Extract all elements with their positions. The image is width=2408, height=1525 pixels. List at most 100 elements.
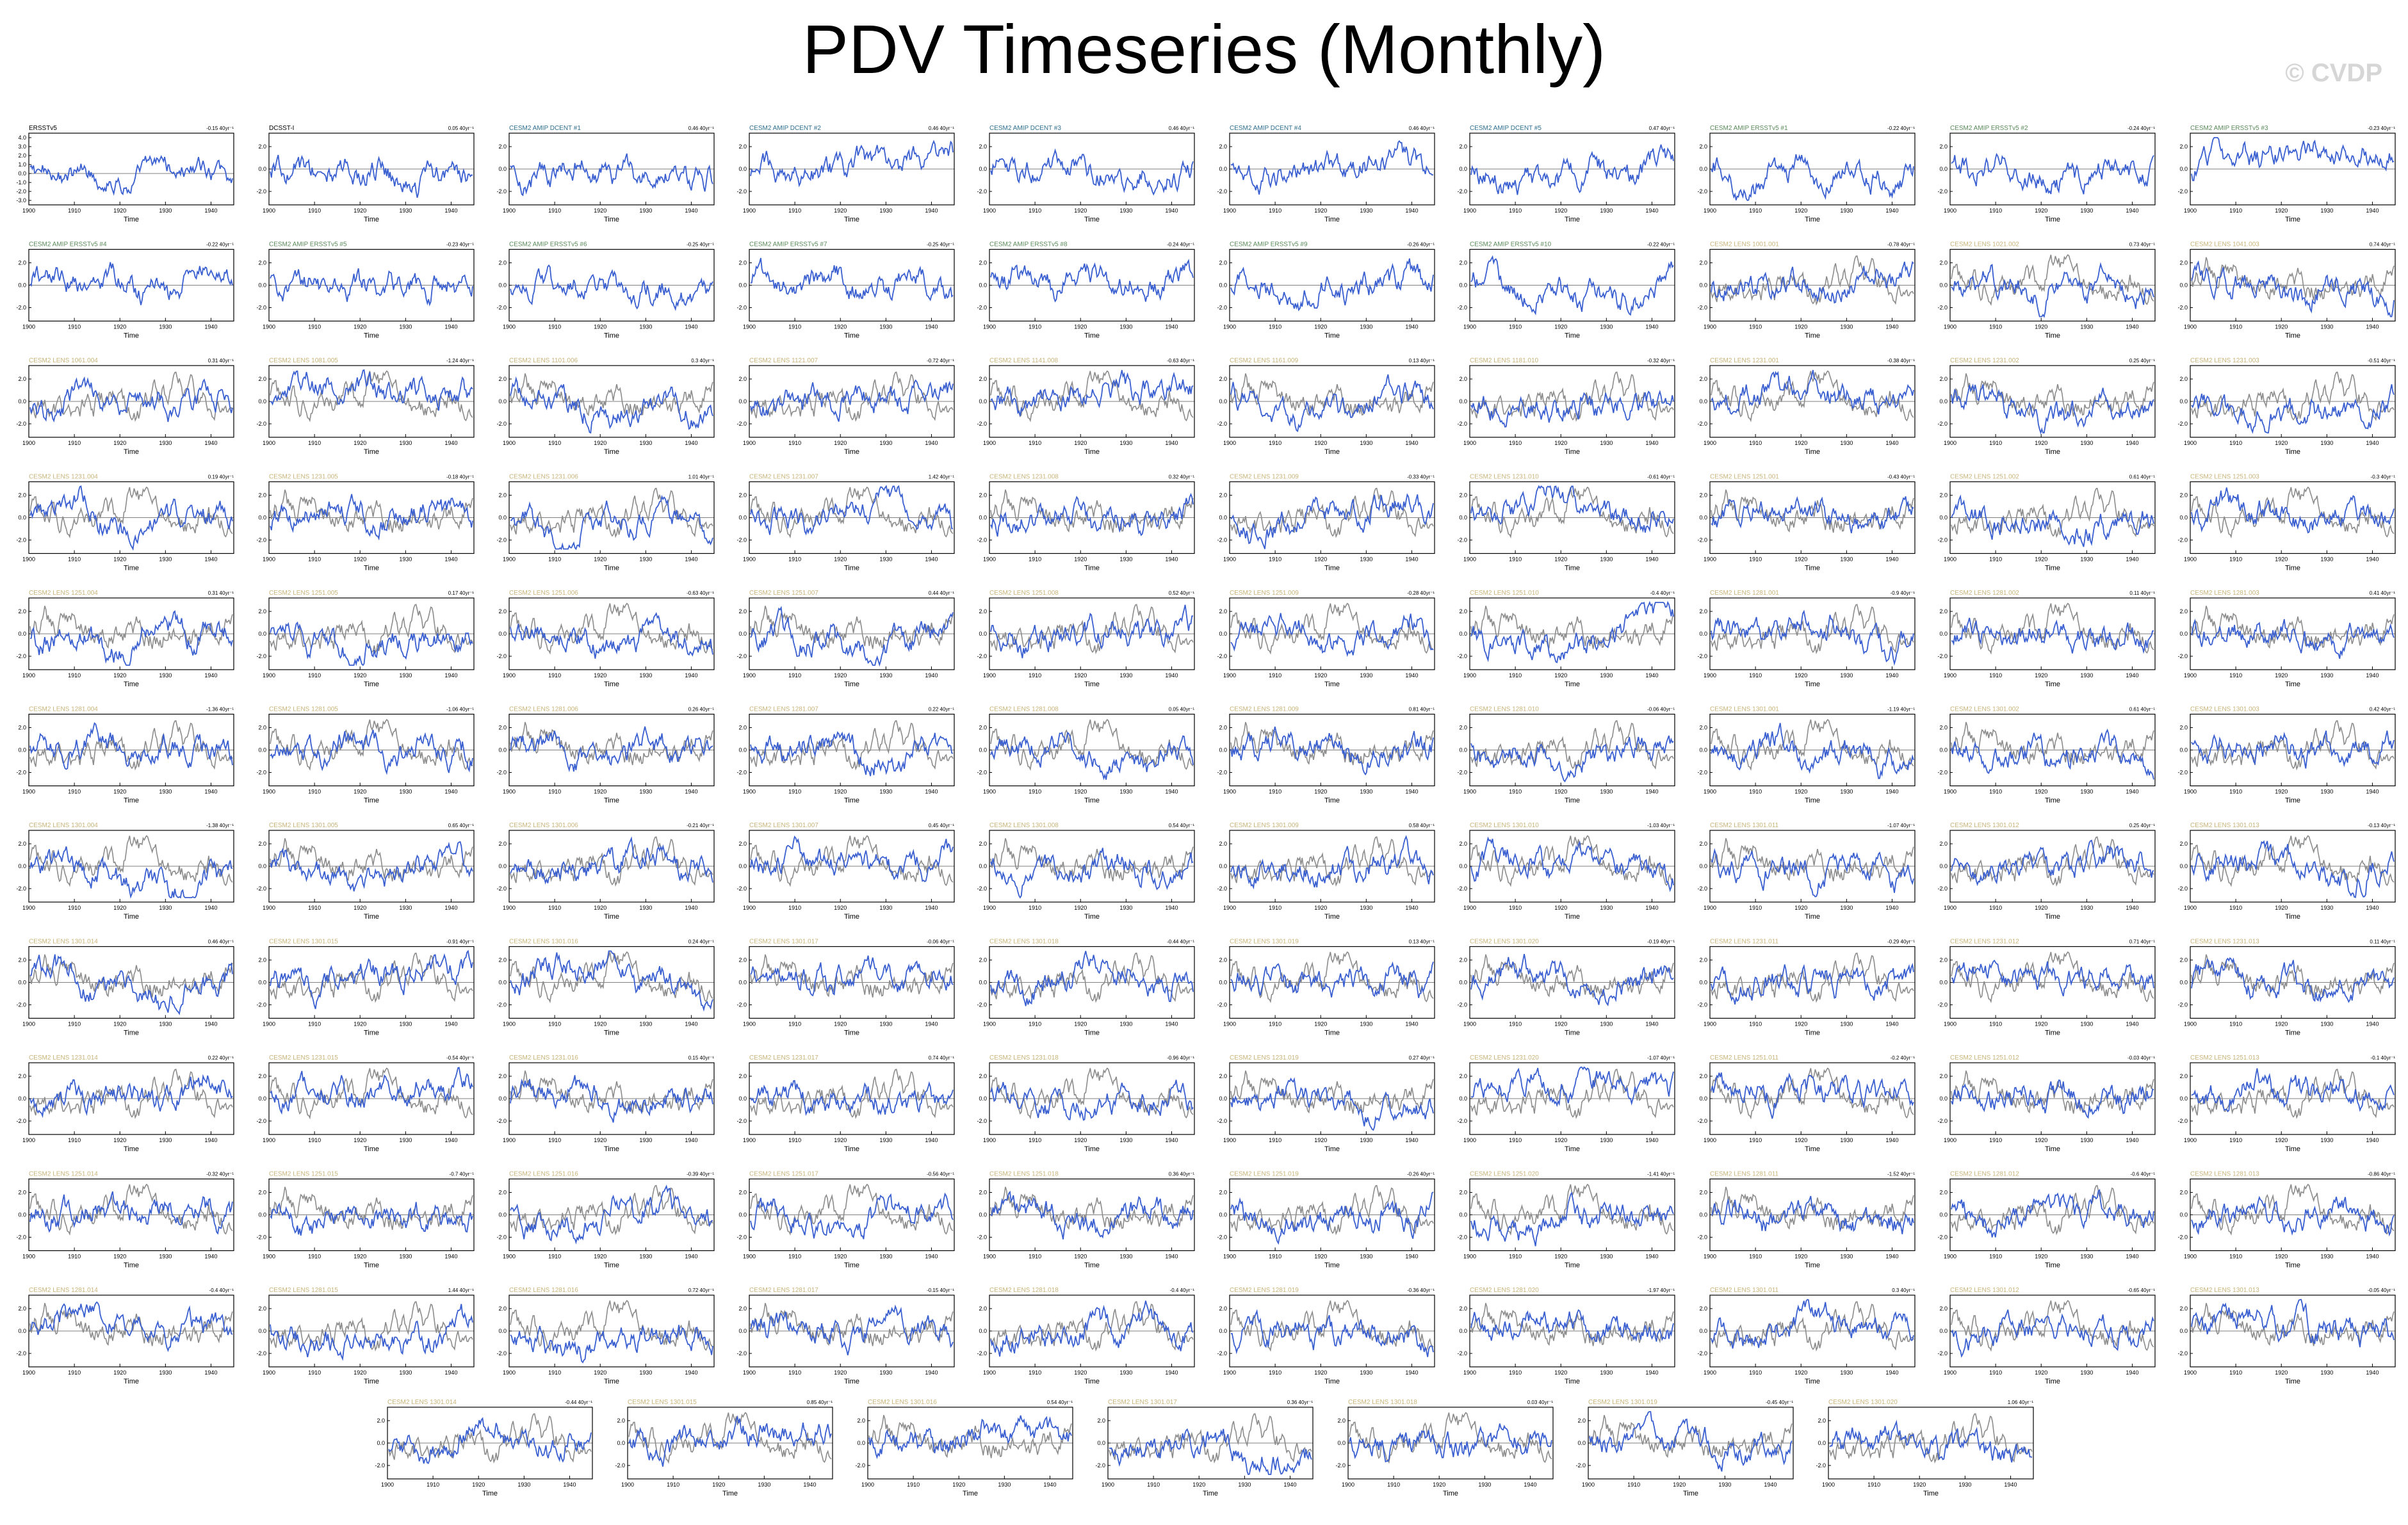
y-tick-label: 2.0 [1459,143,1467,150]
x-tick-label: 1920 [1554,1137,1567,1143]
y-tick-label: 2.0 [979,957,987,964]
x-tick-label: 1920 [354,1254,366,1260]
x-tick-label: 1940 [685,556,697,563]
panel-trend: -0.36 40yr⁻¹ [1407,1287,1435,1293]
x-tick-label: 1910 [1029,905,1041,911]
panel-trend: 0.74 40yr⁻¹ [2370,242,2396,248]
x-axis-label: Time [2045,681,2060,688]
panel: CESM2 AMIP ERSSTv5 #6 -0.25 40yr⁻¹2.00.0-… [496,241,715,340]
x-tick-label: 1900 [1463,207,1476,214]
y-tick-label: 0.0 [18,1328,26,1334]
x-tick-label: 1940 [1405,207,1418,214]
y-tick-label: 0.0 [979,1095,987,1102]
panel-title: CESM2 LENS 1251.006 [509,590,578,597]
x-tick-label: 1940 [1885,789,1898,795]
x-tick-label: 1940 [1885,1021,1898,1028]
y-tick-label: 0.0 [1939,1212,1948,1218]
x-tick-label: 1940 [444,324,457,330]
panel: CESM2 LENS 1301.018 0.03 40yr⁻¹2.00.0-2.0… [1335,1399,1554,1497]
x-tick-label: 1910 [1509,556,1522,563]
x-tick-label: 1900 [1223,440,1236,446]
x-tick-label: 1940 [204,905,217,911]
y-tick-label: -2.0 [1217,188,1227,195]
x-tick-label: 1910 [2229,324,2242,330]
y-tick-label: -2.0 [736,188,747,195]
panel: CESM2 AMIP DCENT #2 0.46 40yr⁻¹2.00.0-2.0… [736,125,955,223]
y-tick-label: -3.0 [16,197,26,204]
x-tick-label: 1900 [263,1021,275,1028]
x-tick-label: 1930 [517,1481,530,1488]
series-line [1470,1191,1674,1247]
x-tick-label: 1920 [594,789,606,795]
panel: CESM2 LENS 1281.016 0.72 40yr⁻¹2.00.0-2.0… [496,1287,715,1385]
panel-title: CESM2 LENS 1161.009 [1230,357,1299,364]
series-line [2191,618,2395,659]
series-line [990,731,1194,780]
series-line [1589,1411,1793,1472]
x-tick-label: 1920 [113,556,126,563]
series-line [510,264,713,311]
y-tick-label: 2.0 [1219,260,1227,266]
series-line [990,604,1194,659]
x-axis-label: Time [604,448,619,456]
y-tick-label: 2.0 [738,725,747,731]
x-tick-label: 1930 [1840,556,1853,563]
y-tick-label: 0.0 [2179,515,2188,521]
panel-title: CESM2 LENS 1301.005 [269,822,338,829]
x-tick-label: 1910 [2229,1254,2242,1260]
y-tick-label: -2.0 [1217,1118,1227,1124]
series-line [510,836,713,885]
y-tick-label: -2.0 [1217,1002,1227,1008]
x-axis-label: Time [963,1490,978,1497]
x-tick-label: 1910 [1749,1254,1762,1260]
panel: CESM2 LENS 1181.010 -0.32 40yr⁻¹2.00.0-2.… [1457,357,1675,456]
x-tick-label: 1920 [834,1021,847,1028]
panel-title: CESM2 LENS 1301.006 [509,822,578,829]
series-line [1470,1309,1674,1343]
y-tick-label: 2.0 [498,608,507,615]
panel: CESM2 LENS 1301.001 -1.19 40yr⁻¹2.00.0-2.… [1697,706,1916,805]
x-tick-label: 1930 [1600,440,1613,446]
y-tick-label: 2.0 [738,260,747,266]
x-tick-label: 1920 [1794,207,1807,214]
panel-title: CESM2 LENS 1231.020 [1470,1054,1539,1061]
series-line [1711,1195,1914,1234]
x-tick-label: 1910 [308,1254,321,1260]
panel: CESM2 LENS 1281.006 0.26 40yr⁻¹2.00.0-2.0… [496,706,715,805]
x-tick-label: 1930 [2320,1369,2333,1376]
x-axis-label: Time [1324,1378,1340,1385]
y-tick-label: -2.0 [1937,421,1948,427]
x-axis-label: Time [1324,332,1340,340]
y-tick-label: 0.0 [979,1212,987,1218]
x-tick-label: 1900 [1342,1481,1354,1488]
panel: CESM2 LENS 1081.005 -1.24 40yr⁻¹2.00.0-2.… [256,357,475,456]
y-tick-label: 2.0 [1459,260,1467,266]
x-tick-label: 1920 [1074,789,1087,795]
series-line-obs [2191,1183,2395,1236]
panel-trend: -0.15 40yr⁻¹ [927,1287,954,1293]
x-axis-label: Time [364,332,379,340]
y-tick-label: 2.0 [1459,1305,1467,1312]
x-tick-label: 1930 [879,440,892,446]
y-tick-label: 2.0 [1699,376,1707,382]
panel-trend: -0.44 40yr⁻¹ [1167,939,1194,945]
y-tick-label: 0.0 [1459,1212,1467,1218]
series-line [29,1301,233,1353]
panel-title: CESM2 LENS 1281.011 [1710,1171,1779,1178]
x-tick-label: 1920 [594,672,606,679]
panel: CESM2 LENS 1251.019 -0.26 40yr⁻¹2.00.0-2.… [1217,1171,1435,1270]
x-axis-label: Time [1805,1262,1820,1270]
x-tick-label: 1940 [2366,672,2379,679]
panel: CESM2 LENS 1251.003 -0.3 40yr⁻¹2.00.0-2.0… [2177,474,2396,572]
x-tick-label: 1940 [2366,324,2379,330]
series-line [270,621,473,666]
x-tick-label: 1910 [548,905,561,911]
y-tick-label: 2.0 [979,260,987,266]
y-tick-label: 0.0 [2179,282,2188,289]
x-axis-label: Time [604,681,619,688]
x-axis-label: Time [1324,1262,1340,1270]
y-tick-label: -2.0 [1697,770,1707,776]
y-tick-label: 2.0 [1699,143,1707,150]
x-axis-label: Time [1084,216,1100,223]
